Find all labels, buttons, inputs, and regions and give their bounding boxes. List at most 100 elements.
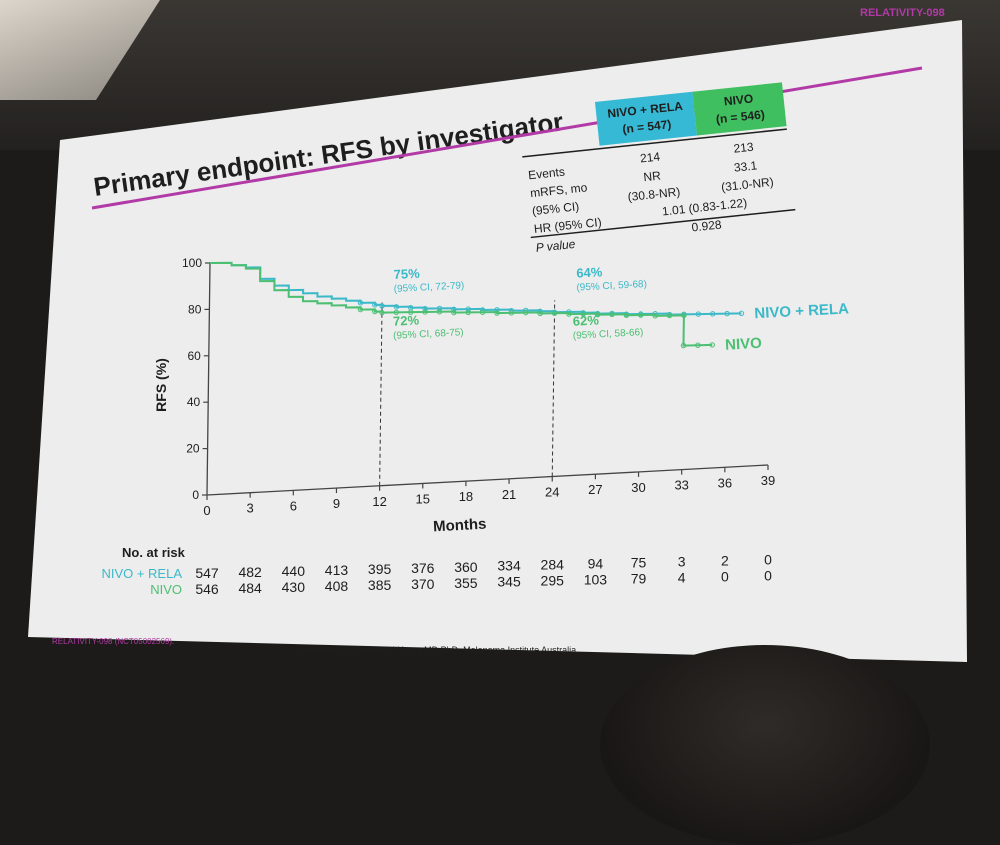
at-risk-value: 0 — [764, 568, 772, 584]
annotations: 75%(95% CI, 72-79)72%(95% CI, 68-75)64%(… — [393, 264, 648, 342]
annotation-ci: (95% CI, 59-68) — [576, 279, 647, 294]
row-label-events: Events — [528, 165, 566, 183]
y-ticks: 0 20 40 60 80 100 — [182, 256, 210, 502]
x-tick-label: 21 — [502, 487, 516, 502]
x-tick-label: 33 — [674, 478, 688, 493]
y-axis — [206, 262, 211, 496]
x-tick-label: 12 — [372, 494, 386, 509]
table-bottom-rule — [530, 208, 796, 239]
row-label-pvalue: P value — [535, 237, 576, 255]
col2-header-line1: NIVO — [723, 91, 754, 108]
at-risk-value: 547 — [195, 565, 219, 581]
at-risk-value: 79 — [631, 571, 647, 587]
at-risk-value: 75 — [631, 555, 647, 571]
x-tick-label: 39 — [761, 473, 775, 488]
corner-tag: RELATIVITY-098 — [860, 7, 945, 19]
at-risk-value: 360 — [454, 559, 478, 575]
at-risk-value: 482 — [238, 564, 262, 580]
col1-header-line2: (n = 547) — [622, 117, 672, 136]
censor-mark — [422, 309, 428, 315]
at-risk-value: 430 — [282, 579, 306, 595]
x-tick-label: 30 — [631, 480, 645, 495]
censor-mark — [372, 308, 378, 315]
annotation-value: 72% — [393, 312, 420, 328]
at-risk-value: 385 — [368, 577, 392, 593]
at-risk-table: No. at risk NIVO + RELA NIVO 547 482 440 41… — [101, 545, 772, 597]
censor-mark — [465, 309, 471, 316]
x-tick-label: 36 — [718, 475, 732, 490]
censor-mark — [436, 305, 443, 312]
y-tick-label: 40 — [187, 395, 201, 409]
presenter-credit: Presented by Georgina V Long MD PhD, Mel… — [298, 645, 576, 655]
row-ci-col2: (31.0-NR) — [720, 175, 774, 194]
at-risk-value: 94 — [588, 556, 604, 572]
y-tick-label: 100 — [182, 256, 202, 270]
y-axis-label: RFS (%) — [153, 358, 169, 412]
at-risk-value: 345 — [497, 574, 521, 590]
censor-mark — [357, 306, 364, 313]
y-tick-label: 80 — [188, 302, 202, 316]
censor-mark — [393, 304, 400, 310]
x-axis-label: Months — [433, 516, 487, 536]
x-tick-label: 0 — [203, 503, 210, 518]
col2-header-bg — [692, 82, 787, 136]
censor-mark — [465, 306, 471, 312]
censor-mark — [709, 311, 716, 317]
y-tick-label: 20 — [186, 442, 200, 456]
censor-mark — [523, 309, 529, 316]
nivo-rela-curve — [209, 261, 742, 316]
censor-mark — [379, 303, 385, 309]
censor-mark — [551, 310, 558, 316]
at-risk-value: 0 — [764, 552, 772, 568]
footnote: RELATIVITY-098 (NCT05002569). — [52, 637, 174, 646]
x-axis — [206, 464, 769, 496]
at-risk-value: 408 — [325, 578, 349, 594]
censor-mark — [379, 309, 385, 316]
at-risk-value: 2 — [721, 553, 729, 569]
nivo-end-label: NIVO — [725, 335, 763, 354]
row-events-col1: 214 — [639, 149, 661, 165]
at-risk-label-nivo: NIVO — [150, 582, 182, 597]
x-tick-label: 24 — [545, 485, 559, 500]
at-risk-value: 370 — [411, 576, 435, 592]
x-tick-label: 15 — [416, 491, 430, 506]
series-end-labels: NIVO + RELA NIVO — [725, 300, 850, 353]
censor-mark — [609, 311, 615, 318]
slide-title: Primary endpoint: RFS by investigator — [92, 106, 565, 202]
row-pvalue: 0.928 — [691, 217, 723, 234]
censor-mark — [695, 342, 701, 348]
at-risk-heading: No. at risk — [122, 545, 186, 560]
slide: RELATIVITY-098 Primary endpoint: RFS by … — [52, 7, 945, 655]
at-risk-value: 0 — [721, 569, 729, 585]
at-risk-value: 284 — [541, 557, 565, 573]
reference-line — [379, 302, 383, 486]
censor-mark — [537, 310, 543, 317]
censor-mark — [451, 309, 457, 316]
row-label-mrfs: mRFS, mo — [529, 180, 588, 200]
projection-screen — [28, 20, 967, 662]
censor-mark — [666, 312, 673, 319]
x-tick-label: 6 — [290, 498, 297, 513]
censor-mark — [738, 310, 745, 317]
censor-mark — [422, 305, 428, 312]
row-mrfs-col2: 33.1 — [733, 158, 758, 174]
title-accent-line — [91, 66, 923, 210]
censor-mark — [479, 309, 486, 315]
censor-mark — [580, 311, 586, 317]
censor-mark — [494, 310, 500, 316]
at-risk-value: 376 — [411, 560, 435, 576]
at-risk-value: 484 — [238, 580, 262, 596]
reference-line — [551, 300, 556, 477]
summary-table: NIVO + RELA (n = 547) NIVO (n = 546) Eve… — [522, 82, 796, 255]
annotation-value: 62% — [572, 312, 599, 328]
at-risk-value: 4 — [678, 570, 686, 586]
censor-mark — [508, 310, 515, 316]
nivo-rela-end-label: NIVO + RELA — [754, 300, 850, 322]
row-label-ci: (95% CI) — [531, 199, 580, 218]
row-ci-col1: (30.8-NR) — [627, 185, 681, 204]
annotation-ci: (95% CI, 58-66) — [573, 327, 644, 342]
x-ticks: 0 3 6 9 12 15 18 21 24 27 30 33 36 39 — [203, 465, 775, 518]
col2-header-line2: (n = 546) — [715, 107, 765, 126]
censor-mark — [372, 302, 378, 308]
